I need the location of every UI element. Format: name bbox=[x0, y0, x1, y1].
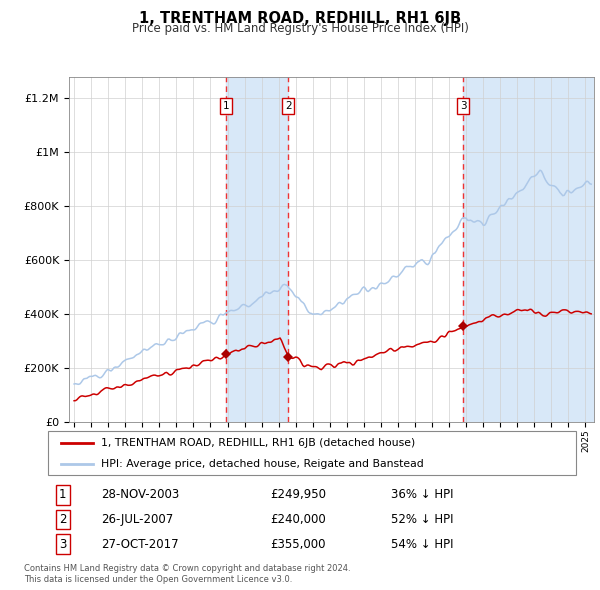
Text: 2: 2 bbox=[285, 101, 292, 112]
Bar bbox=[463, 77, 594, 422]
Text: 3: 3 bbox=[59, 537, 67, 550]
Text: 28-NOV-2003: 28-NOV-2003 bbox=[101, 489, 179, 502]
Text: 1: 1 bbox=[223, 101, 229, 112]
Bar bbox=[226, 77, 288, 422]
Text: 1, TRENTHAM ROAD, REDHILL, RH1 6JB: 1, TRENTHAM ROAD, REDHILL, RH1 6JB bbox=[139, 11, 461, 25]
Text: HPI: Average price, detached house, Reigate and Banstead: HPI: Average price, detached house, Reig… bbox=[101, 459, 424, 469]
Text: 1: 1 bbox=[59, 489, 67, 502]
Text: 27-OCT-2017: 27-OCT-2017 bbox=[101, 537, 178, 550]
Text: 36% ↓ HPI: 36% ↓ HPI bbox=[391, 489, 454, 502]
Text: 1, TRENTHAM ROAD, REDHILL, RH1 6JB (detached house): 1, TRENTHAM ROAD, REDHILL, RH1 6JB (deta… bbox=[101, 438, 415, 448]
Text: 52% ↓ HPI: 52% ↓ HPI bbox=[391, 513, 454, 526]
Text: 3: 3 bbox=[460, 101, 466, 112]
Text: 54% ↓ HPI: 54% ↓ HPI bbox=[391, 537, 454, 550]
Text: 2: 2 bbox=[59, 513, 67, 526]
Text: Contains HM Land Registry data © Crown copyright and database right 2024.: Contains HM Land Registry data © Crown c… bbox=[24, 565, 350, 573]
Text: This data is licensed under the Open Government Licence v3.0.: This data is licensed under the Open Gov… bbox=[24, 575, 292, 584]
Text: £240,000: £240,000 bbox=[270, 513, 326, 526]
FancyBboxPatch shape bbox=[48, 431, 576, 475]
Text: £355,000: £355,000 bbox=[270, 537, 325, 550]
Text: 26-JUL-2007: 26-JUL-2007 bbox=[101, 513, 173, 526]
Text: Price paid vs. HM Land Registry's House Price Index (HPI): Price paid vs. HM Land Registry's House … bbox=[131, 22, 469, 35]
Text: £249,950: £249,950 bbox=[270, 489, 326, 502]
